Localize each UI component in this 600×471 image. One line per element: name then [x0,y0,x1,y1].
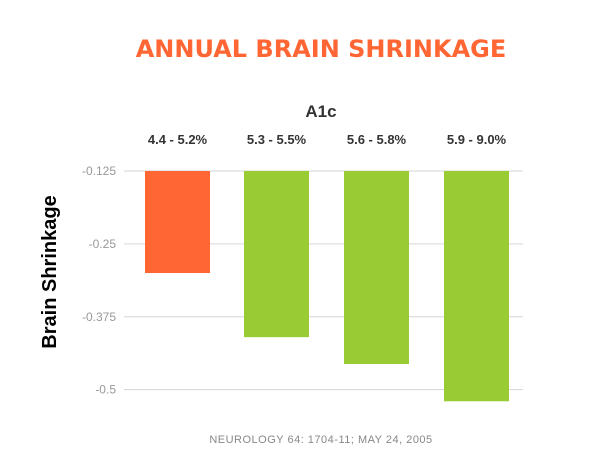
bars [145,171,509,402]
category-group-label: A1c [305,102,336,121]
bar [444,171,509,402]
chart-title: ANNUAL BRAIN SHRINKAGE [136,35,507,63]
y-tick-label: -0.125 [82,164,116,178]
y-tick-label: -0.25 [89,237,117,251]
bar [145,171,210,274]
y-tick-label: -0.5 [95,383,116,397]
y-tick-labels: -0.125 -0.25 -0.375 -0.5 [82,164,116,397]
y-axis-label: Brain Shrinkage [39,195,61,348]
category-label: 5.3 - 5.5% [247,132,307,147]
y-tick-label: -0.375 [82,310,116,324]
category-label: 5.6 - 5.8% [347,132,407,147]
bar [244,171,309,338]
category-labels: 4.4 - 5.2% 5.3 - 5.5% 5.6 - 5.8% 5.9 - 9.0% [148,132,507,147]
bar [344,171,409,364]
source-note: NEUROLOGY 64: 1704-11; MAY 24, 2005 [209,434,432,446]
category-label: 5.9 - 9.0% [447,132,507,147]
category-label: 4.4 - 5.2% [148,132,208,147]
